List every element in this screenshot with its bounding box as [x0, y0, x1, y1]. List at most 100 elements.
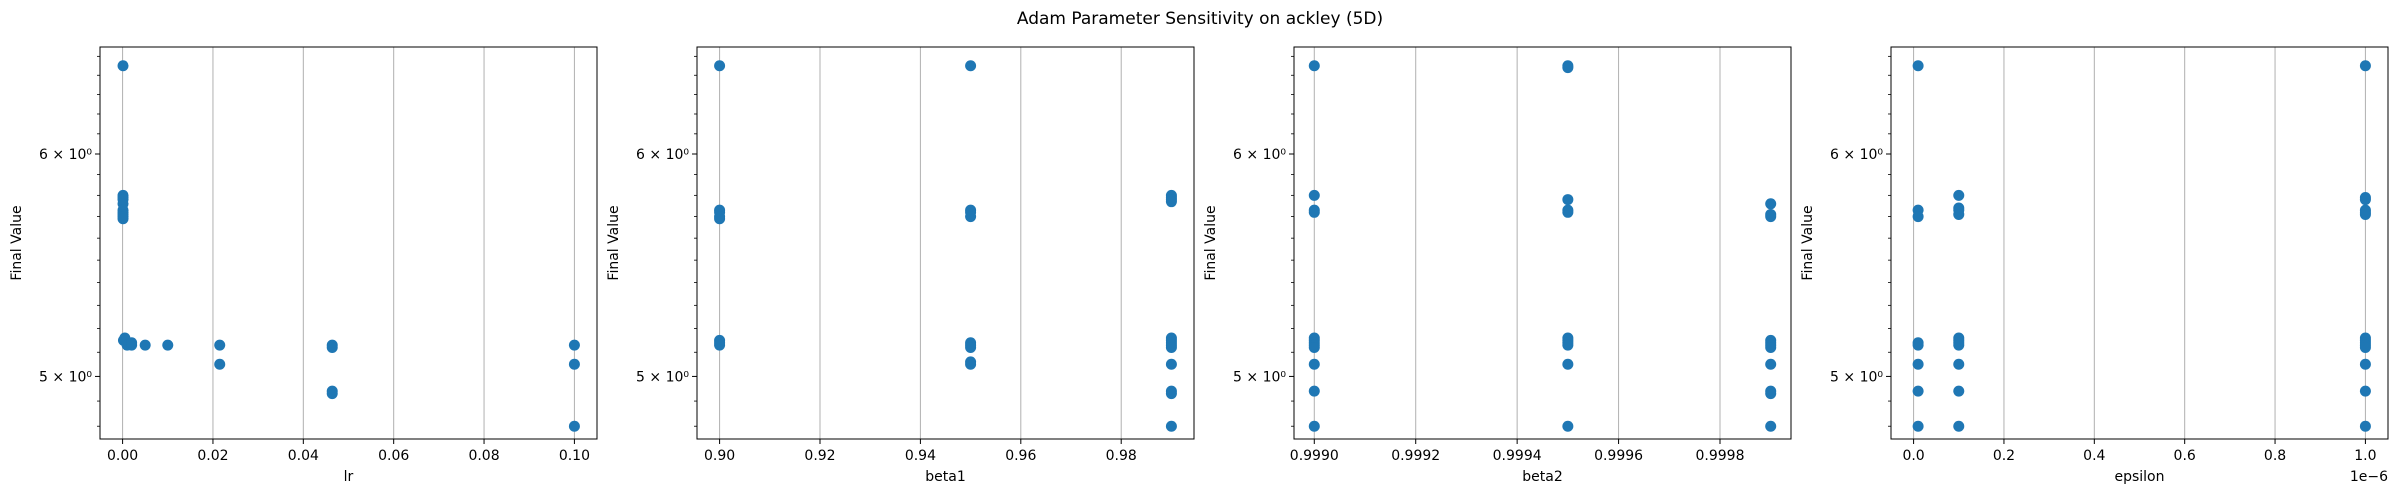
point-beta1-16: [965, 358, 977, 370]
point-lr-20: [326, 341, 338, 353]
point-epsilon-15: [1953, 339, 1965, 351]
point-beta2-23: [1765, 198, 1777, 210]
xtick-label-beta1-2: 0.94: [905, 448, 936, 464]
point-beta2-20: [1562, 339, 1574, 351]
point-epsilon-4: [1912, 339, 1924, 351]
ytick-label-epsilon-1: 6 × 10⁰: [1830, 147, 1883, 163]
point-epsilon-0: [1912, 60, 1924, 72]
axes-frame-epsilon: [1890, 46, 2389, 440]
xtick-label-lr-1: 0.02: [197, 448, 228, 464]
point-beta2-13: [1562, 62, 1574, 74]
point-lr-24: [568, 358, 580, 370]
point-beta2-3: [1308, 206, 1320, 218]
subplot-beta1: 0.90 0.92 0.94 0.96 0.98 5 × 10⁰ 6 × 10⁰ beta1 F…: [606, 46, 1195, 485]
xtick-label-beta2-3: 0.9996: [1594, 448, 1643, 464]
point-beta1-26: [1165, 358, 1177, 370]
ylabel-beta2: Final Value: [1203, 205, 1219, 280]
xtick-label-beta1-0: 0.90: [704, 448, 735, 464]
point-beta1-0: [714, 60, 726, 72]
xtick-label-beta2-0: 0.9990: [1290, 448, 1339, 464]
axes-frame-beta2: [1293, 46, 1792, 440]
point-lr-18: [214, 358, 226, 370]
point-epsilon-17: [1953, 385, 1965, 397]
point-beta2-22: [1562, 420, 1574, 432]
point-beta2-0: [1308, 60, 1320, 72]
point-lr-25: [568, 420, 580, 432]
ytick-label-beta2-1: 6 × 10⁰: [1233, 147, 1286, 163]
point-beta1-28: [1165, 388, 1177, 400]
point-beta1-20: [1165, 196, 1177, 208]
point-beta2-33: [1765, 420, 1777, 432]
axes-frame-lr: [99, 46, 598, 440]
chart-title: Adam Parameter Sensitivity on ackley (5D…: [1017, 9, 1383, 29]
point-lr-9: [117, 213, 129, 225]
point-beta1-11: [965, 211, 977, 223]
point-beta2-1: [1308, 189, 1320, 201]
xtick-label-epsilon-5: 1.0: [2354, 448, 2376, 464]
ylabel-epsilon: Final Value: [1800, 205, 1816, 280]
point-epsilon-19: [2359, 60, 2371, 72]
xtick-label-lr-4: 0.08: [468, 448, 499, 464]
point-beta2-11: [1308, 420, 1320, 432]
offset-text-epsilon: 1e−6: [2350, 469, 2388, 485]
point-beta1-7: [714, 339, 726, 351]
subplot-lr: 0.00 0.02 0.04 0.06 0.08 0.10 5 × 10⁰ 6 × 10⁰ lr…: [9, 46, 598, 485]
point-beta2-14: [1562, 194, 1574, 206]
point-epsilon-2: [1912, 211, 1924, 223]
ytick-label-beta1-0: 5 × 10⁰: [636, 369, 689, 385]
xlabel-epsilon: epsilon: [2114, 469, 2164, 485]
point-beta2-10: [1308, 385, 1320, 397]
point-epsilon-29: [2359, 341, 2371, 353]
xtick-label-epsilon-2: 0.4: [2083, 448, 2105, 464]
xtick-label-epsilon-3: 0.6: [2174, 448, 2196, 464]
point-beta2-8: [1308, 341, 1320, 353]
point-epsilon-21: [2359, 194, 2371, 206]
xtick-label-beta2-1: 0.9992: [1391, 448, 1440, 464]
xtick-label-epsilon-1: 0.2: [1993, 448, 2015, 464]
point-lr-22: [326, 388, 338, 400]
xtick-label-lr-2: 0.04: [288, 448, 319, 464]
ytick-label-beta2-0: 5 × 10⁰: [1233, 369, 1286, 385]
ytick-label-epsilon-0: 5 × 10⁰: [1830, 369, 1883, 385]
point-epsilon-31: [2359, 385, 2371, 397]
xtick-label-beta2-4: 0.9998: [1696, 448, 1745, 464]
point-epsilon-7: [1912, 420, 1924, 432]
ytick-label-beta1-1: 6 × 10⁰: [636, 147, 689, 163]
point-epsilon-24: [2359, 208, 2371, 220]
point-beta2-32: [1765, 388, 1777, 400]
point-epsilon-18: [1953, 420, 1965, 432]
xtick-label-lr-5: 0.10: [559, 448, 590, 464]
point-beta1-8: [965, 60, 977, 72]
xtick-label-epsilon-0: 0.0: [1902, 448, 1924, 464]
point-lr-17: [214, 339, 226, 351]
point-epsilon-11: [1953, 208, 1965, 220]
xtick-label-epsilon-4: 0.8: [2264, 448, 2286, 464]
xlabel-lr: lr: [344, 469, 354, 485]
point-epsilon-30: [2359, 358, 2371, 370]
point-epsilon-16: [1953, 358, 1965, 370]
xtick-label-lr-0: 0.00: [107, 448, 138, 464]
xlabel-beta2: beta2: [1522, 469, 1562, 485]
point-epsilon-5: [1912, 358, 1924, 370]
point-beta2-30: [1765, 358, 1777, 370]
point-epsilon-6: [1912, 385, 1924, 397]
xtick-label-lr-3: 0.06: [378, 448, 409, 464]
ytick-label-lr-1: 6 × 10⁰: [39, 147, 92, 163]
point-beta2-21: [1562, 358, 1574, 370]
xlabel-beta1: beta1: [925, 469, 965, 485]
axes-frame-beta1: [696, 46, 1195, 440]
point-beta1-29: [1165, 420, 1177, 432]
point-lr-23: [568, 339, 580, 351]
xtick-label-beta2-2: 0.9994: [1493, 448, 1542, 464]
ytick-label-lr-0: 5 × 10⁰: [39, 369, 92, 385]
point-beta2-16: [1562, 206, 1574, 218]
point-epsilon-32: [2359, 420, 2371, 432]
xtick-label-beta1-4: 0.98: [1106, 448, 1137, 464]
point-lr-15: [139, 339, 151, 351]
xtick-label-beta1-1: 0.92: [804, 448, 835, 464]
subplot-beta2: 0.9990 0.9992 0.9994 0.9996 0.9998 5 × 10⁰ 6 ×…: [1203, 46, 1792, 485]
xtick-label-beta1-3: 0.96: [1005, 448, 1036, 464]
ylabel-lr: Final Value: [9, 205, 25, 280]
